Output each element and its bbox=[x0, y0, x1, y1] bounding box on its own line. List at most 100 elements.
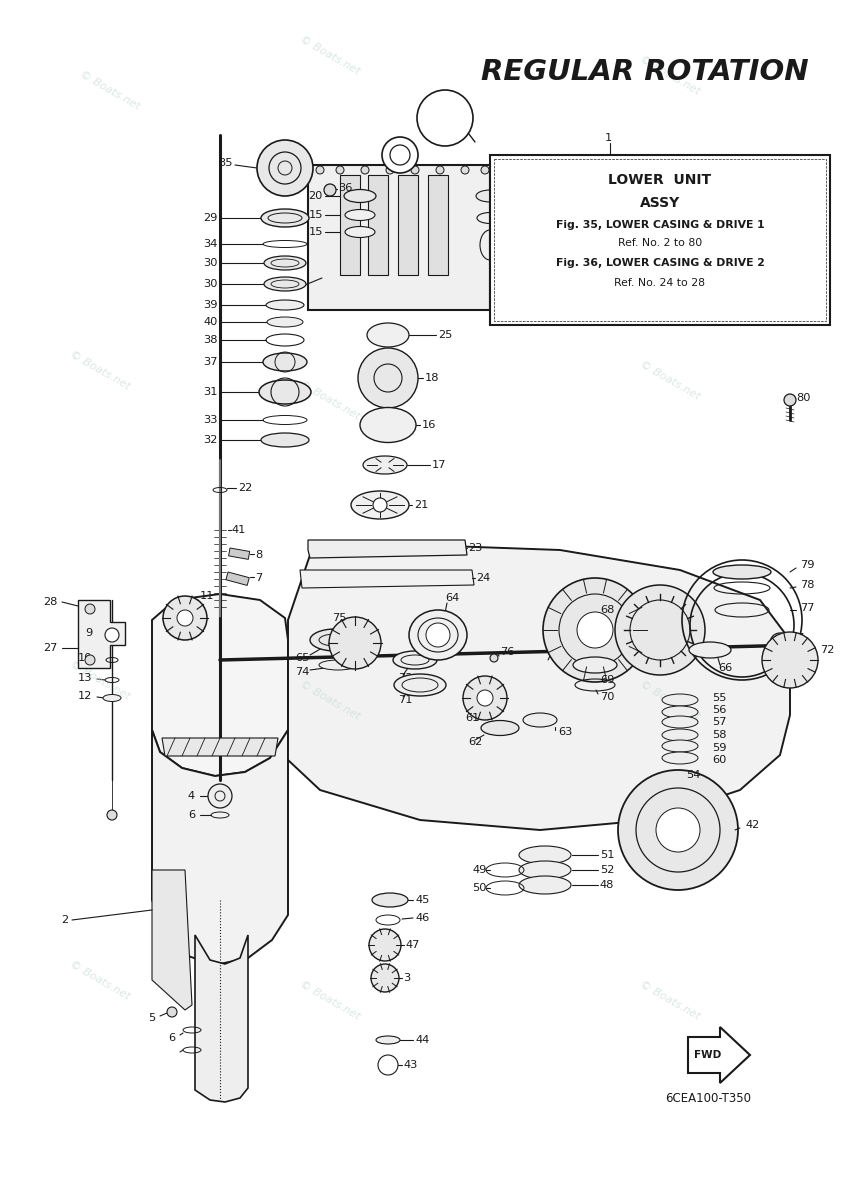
Polygon shape bbox=[195, 935, 248, 1102]
Ellipse shape bbox=[360, 408, 416, 443]
Ellipse shape bbox=[689, 642, 731, 658]
Circle shape bbox=[358, 348, 418, 408]
Text: 7: 7 bbox=[255, 572, 262, 583]
Text: 54: 54 bbox=[686, 770, 700, 780]
Text: 74: 74 bbox=[295, 667, 310, 677]
Text: 31: 31 bbox=[204, 386, 218, 397]
Circle shape bbox=[618, 770, 738, 890]
Circle shape bbox=[417, 90, 473, 146]
Text: Ref. No. 2 to 80: Ref. No. 2 to 80 bbox=[618, 238, 702, 248]
Text: 6CEA100-T350: 6CEA100-T350 bbox=[665, 1092, 751, 1104]
Ellipse shape bbox=[662, 716, 698, 728]
Text: 8: 8 bbox=[255, 550, 262, 560]
Text: 48: 48 bbox=[600, 880, 614, 890]
Circle shape bbox=[436, 166, 444, 174]
Text: © Boats.net: © Boats.net bbox=[68, 659, 131, 701]
Text: 78: 78 bbox=[800, 580, 814, 590]
Circle shape bbox=[208, 784, 232, 808]
Circle shape bbox=[543, 578, 647, 682]
Circle shape bbox=[656, 808, 700, 852]
Circle shape bbox=[369, 929, 401, 961]
Circle shape bbox=[615, 584, 705, 674]
Text: 1: 1 bbox=[605, 133, 612, 143]
Text: 77: 77 bbox=[800, 602, 814, 613]
Text: 6: 6 bbox=[188, 810, 195, 820]
Ellipse shape bbox=[266, 300, 304, 310]
Circle shape bbox=[324, 184, 336, 196]
Text: © Boats.net: © Boats.net bbox=[298, 679, 362, 721]
Ellipse shape bbox=[264, 277, 306, 290]
Circle shape bbox=[163, 596, 207, 640]
Text: 9: 9 bbox=[85, 628, 92, 638]
Ellipse shape bbox=[344, 190, 376, 203]
Text: 55: 55 bbox=[712, 692, 727, 703]
Text: 24: 24 bbox=[476, 572, 490, 583]
Ellipse shape bbox=[662, 752, 698, 764]
Polygon shape bbox=[308, 540, 467, 558]
Bar bbox=[229, 548, 249, 559]
Text: 26: 26 bbox=[522, 240, 536, 250]
Text: 23: 23 bbox=[468, 542, 483, 553]
Text: 16: 16 bbox=[422, 420, 437, 430]
Ellipse shape bbox=[263, 353, 307, 371]
Text: 6: 6 bbox=[168, 1033, 175, 1043]
Text: 40: 40 bbox=[204, 317, 218, 326]
Text: © Boats.net: © Boats.net bbox=[68, 959, 131, 1001]
Bar bbox=[226, 572, 249, 586]
Ellipse shape bbox=[573, 658, 617, 673]
Text: 65: 65 bbox=[295, 653, 310, 662]
Text: 37: 37 bbox=[204, 358, 218, 367]
Ellipse shape bbox=[662, 706, 698, 718]
Text: 21: 21 bbox=[414, 500, 428, 510]
Ellipse shape bbox=[264, 256, 306, 270]
Text: ASSY: ASSY bbox=[640, 196, 680, 210]
Ellipse shape bbox=[393, 650, 437, 670]
Circle shape bbox=[770, 634, 790, 653]
Text: 5: 5 bbox=[148, 1013, 155, 1022]
Text: 75: 75 bbox=[332, 613, 347, 623]
Text: 56: 56 bbox=[712, 704, 727, 715]
Circle shape bbox=[426, 623, 450, 647]
Text: 33: 33 bbox=[204, 415, 218, 425]
Text: 57: 57 bbox=[712, 716, 727, 727]
Text: © Boats.net: © Boats.net bbox=[639, 679, 702, 721]
Text: 38: 38 bbox=[204, 335, 218, 346]
Ellipse shape bbox=[319, 660, 357, 670]
Text: 51: 51 bbox=[600, 850, 615, 860]
Ellipse shape bbox=[481, 720, 519, 736]
Text: 19: 19 bbox=[522, 214, 537, 223]
Text: © Boats.net: © Boats.net bbox=[298, 379, 362, 421]
Text: 68: 68 bbox=[600, 605, 614, 614]
Polygon shape bbox=[688, 1027, 750, 1082]
Text: 52: 52 bbox=[600, 865, 614, 875]
Text: 14: 14 bbox=[291, 280, 305, 290]
Polygon shape bbox=[152, 730, 288, 965]
Text: 44: 44 bbox=[415, 1034, 429, 1045]
Circle shape bbox=[371, 964, 399, 992]
Text: 42: 42 bbox=[745, 820, 759, 830]
Circle shape bbox=[386, 166, 394, 174]
Polygon shape bbox=[162, 738, 278, 756]
Text: 47: 47 bbox=[405, 940, 420, 950]
Bar bbox=[428, 175, 448, 275]
Circle shape bbox=[373, 498, 387, 512]
Text: Fig. 36, LOWER CASING & DRIVE 2: Fig. 36, LOWER CASING & DRIVE 2 bbox=[555, 258, 764, 268]
Circle shape bbox=[784, 394, 796, 406]
Text: 60: 60 bbox=[712, 755, 727, 766]
Text: 17: 17 bbox=[432, 460, 447, 470]
Ellipse shape bbox=[519, 862, 571, 878]
Text: 39: 39 bbox=[204, 300, 218, 310]
Ellipse shape bbox=[662, 740, 698, 752]
Text: 45: 45 bbox=[415, 895, 429, 905]
Circle shape bbox=[167, 1007, 177, 1018]
Ellipse shape bbox=[259, 380, 311, 404]
Text: © Boats.net: © Boats.net bbox=[639, 54, 702, 96]
Circle shape bbox=[577, 612, 613, 648]
Text: 41: 41 bbox=[232, 526, 247, 535]
Text: LOWER  UNIT: LOWER UNIT bbox=[608, 173, 711, 187]
Ellipse shape bbox=[345, 227, 375, 238]
Text: 64: 64 bbox=[445, 593, 460, 602]
Ellipse shape bbox=[345, 210, 375, 221]
Ellipse shape bbox=[267, 317, 303, 326]
Text: 76: 76 bbox=[500, 647, 515, 658]
